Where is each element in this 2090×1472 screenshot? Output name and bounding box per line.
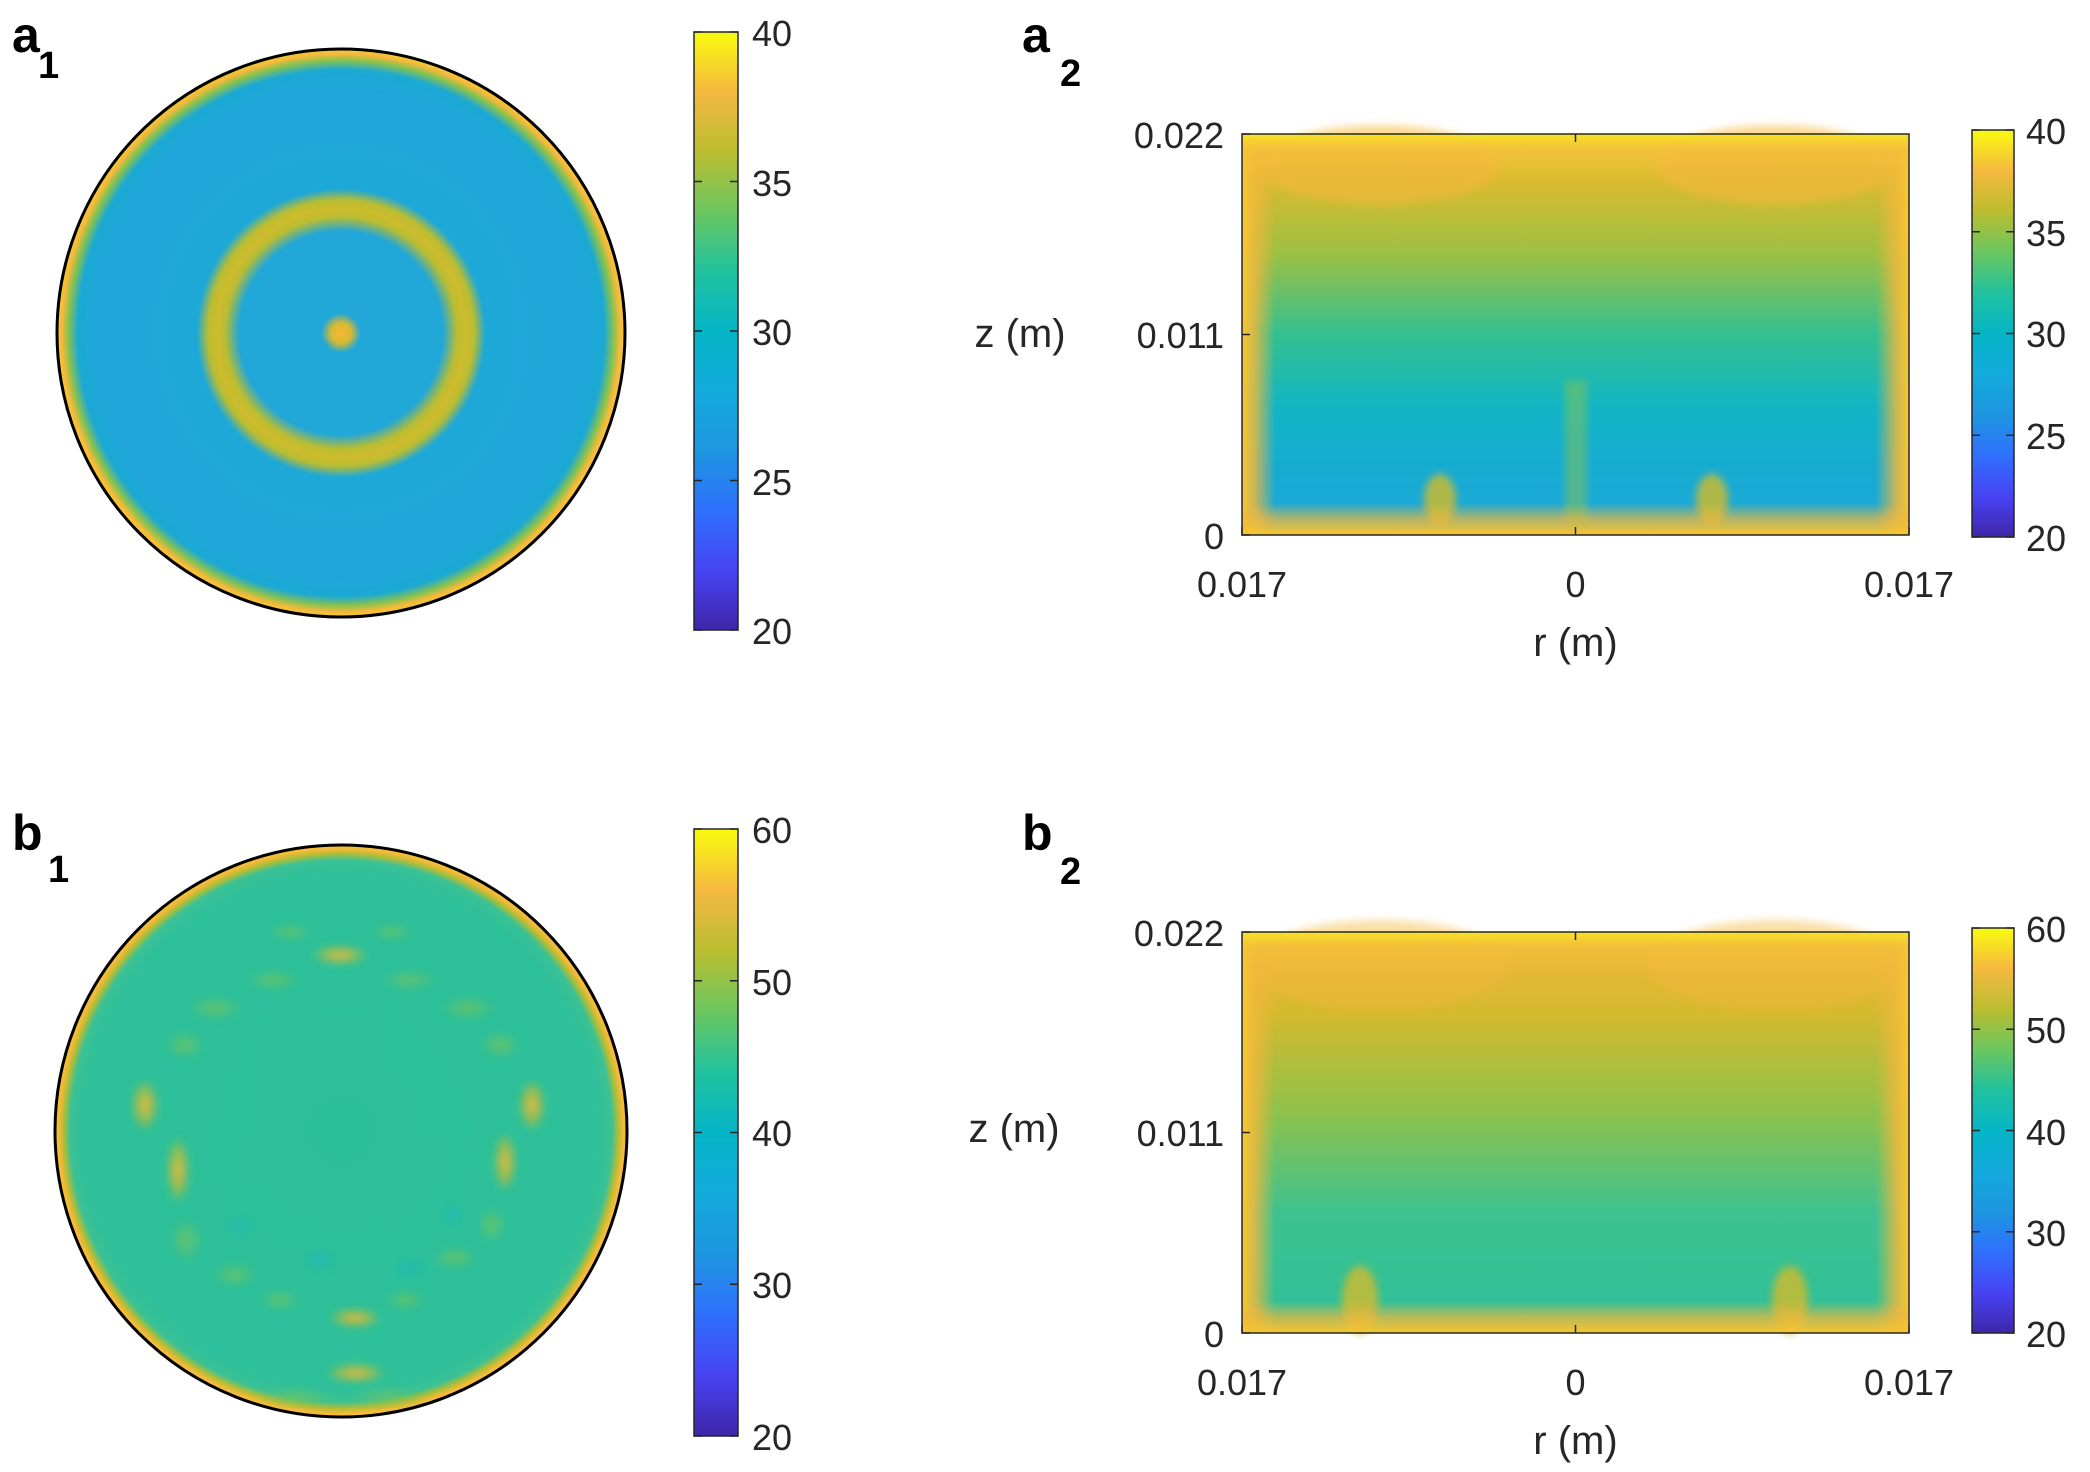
colorbar-b1-tick-label: 40 (752, 1113, 792, 1154)
a2-xtick-label: 0.017 (1864, 564, 1954, 605)
colorbar-b2-tick-label: 50 (2026, 1010, 2066, 1051)
colorbar-a1: 40 35 30 25 20 (693, 13, 792, 652)
panel-b2: b 2 0.022 0.011 0 0.017 0 0.017 (968, 805, 2066, 1463)
colorbar-a1-tick-label: 20 (752, 611, 792, 652)
colorbar-a1-tick-label: 30 (752, 312, 792, 353)
panel-label-letter: a (12, 7, 41, 63)
b2-xtick-label: 0.017 (1197, 1362, 1287, 1403)
colorbar-b2-tick-label: 20 (2026, 1314, 2066, 1355)
b2-xtick-label: 0.017 (1864, 1362, 1954, 1403)
a2-xlabel: r (m) (1533, 621, 1617, 665)
colorbar-a2-tick-label: 25 (2026, 416, 2066, 457)
colorbar-b1-tick-label: 60 (752, 810, 792, 851)
b1-disc-outline (53, 843, 629, 1419)
b2-axis-ticks (1241, 931, 1910, 1334)
colorbar-a2-tick-label: 35 (2026, 213, 2066, 254)
panel-a1: a 1 40 35 30 25 20 (12, 7, 792, 652)
colorbar-b2-tick-label: 60 (2026, 909, 2066, 950)
panel-label-sub: 1 (38, 45, 59, 87)
panel-label-sub: 2 (1060, 53, 1081, 95)
b2-xlabel: r (m) (1533, 1419, 1617, 1463)
colorbar-a1-tick-label: 40 (752, 13, 792, 54)
a2-xtick-label: 0.017 (1197, 564, 1287, 605)
a2-ylabel: z (m) (974, 312, 1065, 356)
colorbar-a1-ticks (694, 31, 738, 631)
panel-label-letter: b (12, 805, 43, 861)
b2-ytick-label: 0 (1204, 1314, 1224, 1355)
a2-xtick-label: 0 (1565, 564, 1585, 605)
a2-ytick-label: 0.011 (1137, 315, 1224, 356)
colorbar-b1-tick-label: 50 (752, 962, 792, 1003)
b1-disc-map (56, 846, 626, 1416)
panel-b1: b 1 (12, 805, 792, 1458)
b2-xtick-label: 0 (1565, 1362, 1585, 1403)
colorbar-b2: 60 50 40 30 20 (1971, 909, 2066, 1355)
colorbar-b1-tick-label: 20 (752, 1417, 792, 1458)
colorbar-a2-ticks (1972, 129, 2014, 538)
a2-ytick-label: 0 (1204, 516, 1224, 557)
colorbar-a2-tick-label: 30 (2026, 314, 2066, 355)
colorbar-b1-tick-label: 30 (752, 1265, 792, 1306)
a1-disc-map (58, 50, 624, 616)
a2-axis-ticks (1241, 133, 1910, 536)
colorbar-a2: 40 35 30 25 20 (1971, 111, 2066, 559)
a1-disc-outline (55, 47, 627, 619)
colorbar-a2-tick-label: 40 (2026, 111, 2066, 152)
colorbar-b1-ticks (694, 828, 738, 1437)
panel-label-sub: 2 (1060, 851, 1081, 893)
b2-ytick-label: 0.011 (1137, 1113, 1224, 1154)
a2-ytick-label: 0.022 (1134, 115, 1224, 156)
colorbar-a1-tick-label: 35 (752, 163, 792, 204)
b2-ytick-label: 0.022 (1134, 913, 1224, 954)
panel-label-letter: b (1022, 805, 1053, 861)
colorbar-b2-tick-label: 40 (2026, 1112, 2066, 1153)
colorbar-a2-tick-label: 20 (2026, 518, 2066, 559)
panel-a2: a 2 0.022 0.011 0 (974, 7, 2066, 665)
a2-field-map (1241, 125, 1910, 536)
colorbar-a1-tick-label: 25 (752, 462, 792, 503)
colorbar-b2-tick-label: 30 (2026, 1213, 2066, 1254)
b2-ylabel: z (m) (968, 1107, 1059, 1151)
b2-field-map (1241, 920, 1910, 1334)
panel-label-sub: 1 (48, 849, 69, 891)
panel-label-letter: a (1022, 7, 1051, 63)
colorbar-b1: 60 50 40 30 20 (693, 810, 792, 1458)
colorbar-b2-ticks (1972, 927, 2014, 1334)
